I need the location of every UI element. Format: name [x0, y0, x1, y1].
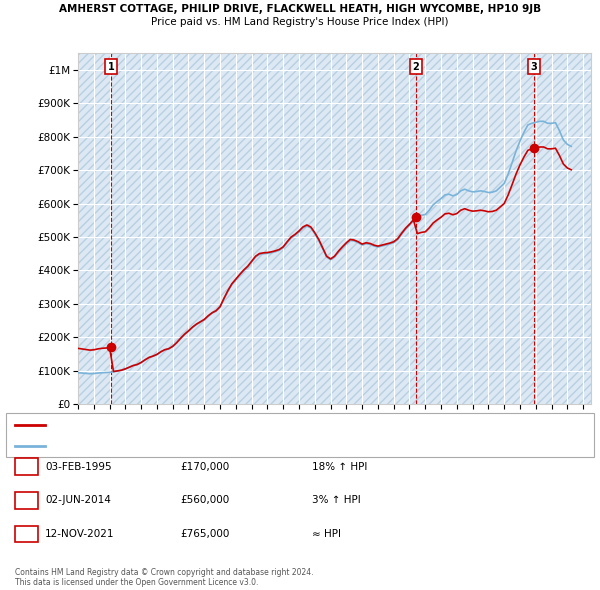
Text: Price paid vs. HM Land Registry's House Price Index (HPI): Price paid vs. HM Land Registry's House … — [151, 17, 449, 27]
Text: AMHERST COTTAGE, PHILIP DRIVE, FLACKWELL HEATH, HIGH WYCOMBE, HP10 9JB: AMHERST COTTAGE, PHILIP DRIVE, FLACKWELL… — [59, 4, 541, 14]
Text: Contains HM Land Registry data © Crown copyright and database right 2024.
This d: Contains HM Land Registry data © Crown c… — [15, 568, 314, 587]
Text: £170,000: £170,000 — [180, 462, 229, 471]
Text: AMHERST COTTAGE, PHILIP DRIVE, FLACKWELL HEATH, HIGH WYCOMBE, HP10 9JB (deta: AMHERST COTTAGE, PHILIP DRIVE, FLACKWELL… — [51, 421, 421, 430]
Text: £765,000: £765,000 — [180, 529, 229, 539]
Text: 2: 2 — [413, 62, 419, 72]
Text: 3: 3 — [23, 529, 30, 539]
Text: 12-NOV-2021: 12-NOV-2021 — [45, 529, 115, 539]
Text: 3: 3 — [530, 62, 537, 72]
Text: 18% ↑ HPI: 18% ↑ HPI — [312, 462, 367, 471]
Text: 02-JUN-2014: 02-JUN-2014 — [45, 496, 111, 505]
Text: £560,000: £560,000 — [180, 496, 229, 505]
Text: 1: 1 — [23, 462, 30, 471]
Text: 1: 1 — [107, 62, 115, 72]
Text: 2: 2 — [23, 496, 30, 505]
Text: ≈ HPI: ≈ HPI — [312, 529, 341, 539]
Text: 3% ↑ HPI: 3% ↑ HPI — [312, 496, 361, 505]
Text: HPI: Average price, detached house, Buckinghamshire: HPI: Average price, detached house, Buck… — [51, 442, 280, 451]
Text: 03-FEB-1995: 03-FEB-1995 — [45, 462, 112, 471]
